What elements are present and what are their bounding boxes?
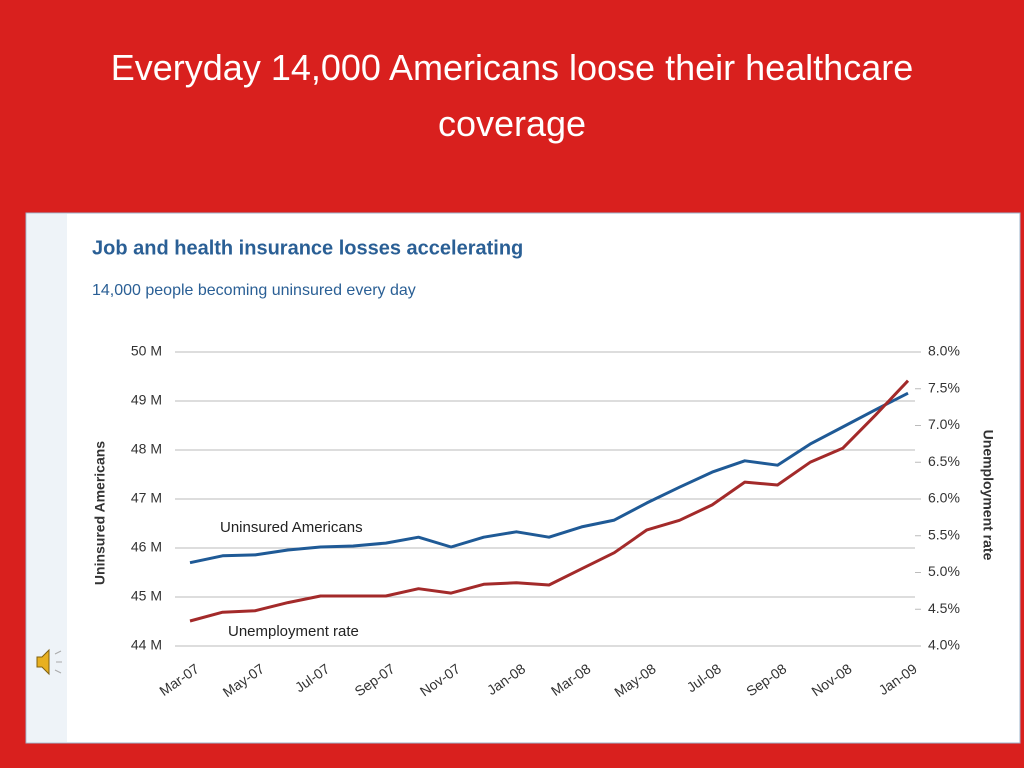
y2-tick-label: 4.5% bbox=[928, 600, 960, 616]
y-tick-label: 49 M bbox=[131, 392, 162, 408]
y-axis-label: Uninsured Americans bbox=[92, 441, 108, 585]
y-tick-label: 44 M bbox=[131, 637, 162, 653]
y2-tick-label: 6.5% bbox=[928, 453, 960, 469]
series-label: Unemployment rate bbox=[228, 623, 359, 640]
y-tick-label: 48 M bbox=[131, 441, 162, 457]
y2-tick-label: 6.0% bbox=[928, 490, 960, 506]
y-tick-label: 47 M bbox=[131, 490, 162, 506]
y2-axis-label: Unemployment rate bbox=[980, 430, 996, 561]
y2-tick-label: 5.5% bbox=[928, 526, 960, 542]
y-tick-label: 46 M bbox=[131, 539, 162, 555]
y-tick-label: 45 M bbox=[131, 588, 162, 604]
slide-title-box: Everyday 14,000 Americans loose their he… bbox=[110, 47, 914, 144]
series-label: Uninsured Americans bbox=[220, 519, 363, 536]
slide-title: Everyday 14,000 Americans loose their he… bbox=[110, 47, 914, 144]
y2-tick-label: 7.5% bbox=[928, 379, 960, 395]
speaker-icon bbox=[36, 648, 62, 676]
y2-tick-label: 5.0% bbox=[928, 563, 960, 579]
chart-panel bbox=[25, 212, 1021, 744]
y2-tick-label: 7.0% bbox=[928, 416, 960, 432]
series-line bbox=[189, 379, 910, 623]
series-line bbox=[189, 391, 909, 565]
y-tick-label: 50 M bbox=[131, 343, 162, 359]
chart-title: Job and health insurance losses accelera… bbox=[92, 237, 523, 259]
y2-tick-label: 4.0% bbox=[928, 637, 960, 653]
y2-tick-label: 8.0% bbox=[928, 343, 960, 359]
chart-subtitle: 14,000 people becoming uninsured every d… bbox=[92, 282, 416, 299]
